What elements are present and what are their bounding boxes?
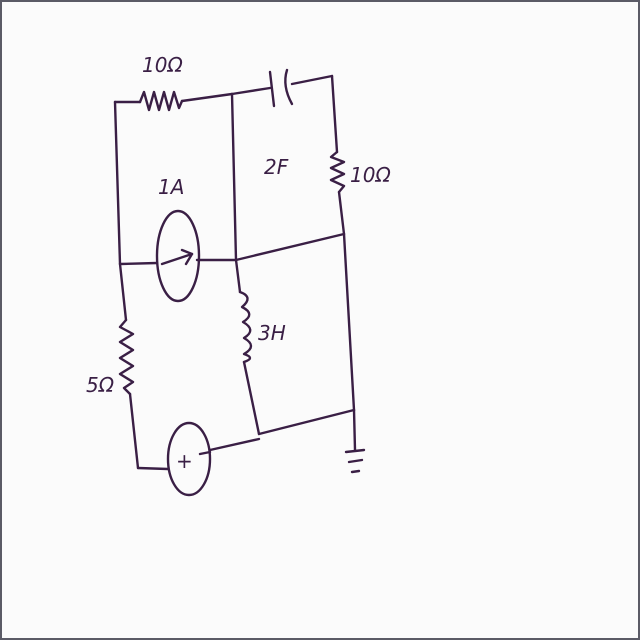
inductor: [238, 290, 253, 364]
wire-left-lower-bottom: [128, 392, 140, 470]
wire-left-lower-top: [118, 262, 128, 322]
wire-vsource-to-inductor: [208, 437, 261, 452]
current-source: [155, 209, 201, 303]
capacitor: [268, 68, 294, 108]
resistor-right: [329, 150, 346, 194]
resistor-top-label: 10Ω: [142, 53, 183, 77]
wire-node-to-cap: [230, 86, 272, 96]
resistor-top: [138, 90, 184, 112]
resistor-left-label: 5Ω: [86, 373, 115, 397]
inductor-label: 3H: [258, 321, 286, 345]
wire-right-vertical-mid: [337, 190, 346, 236]
capacitor-label: 2F: [264, 155, 289, 179]
resistor-right-label: 10Ω: [350, 163, 391, 187]
voltage-source-sign: +: [176, 449, 193, 473]
wire-inductor-bottom: [242, 360, 261, 436]
wire-middle-vertical-top: [230, 92, 238, 262]
wire-bottom-right: [257, 408, 356, 436]
current-source-label: 1A: [158, 175, 184, 199]
voltage-source: [166, 421, 212, 497]
wire-right-vertical-bottom: [342, 232, 356, 412]
resistor-left: [118, 318, 135, 396]
wire-to-ground: [352, 408, 357, 452]
wire-bottom-to-vsource: [136, 466, 170, 471]
wire-cap-to-right: [290, 74, 334, 86]
wires: [113, 74, 357, 471]
wire-left-to-isource: [118, 261, 159, 266]
wire-top-left-vertical: [113, 100, 122, 266]
ground-icon: [344, 448, 366, 474]
wire-r-to-node: [180, 92, 234, 103]
wire-node-to-right: [234, 232, 346, 262]
wire-inductor-top: [234, 258, 242, 294]
wire-right-vertical-top: [330, 74, 339, 154]
